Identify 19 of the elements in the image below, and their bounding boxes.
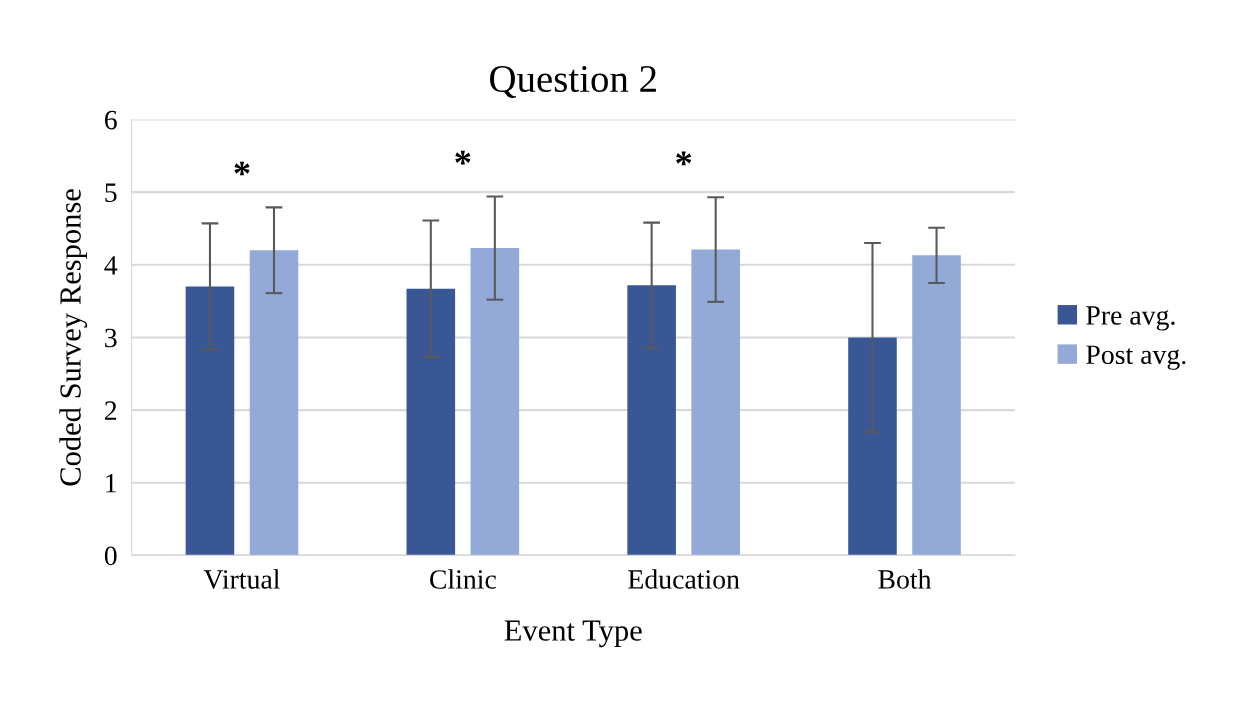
legend-label: Pre avg.: [1086, 306, 1175, 331]
x-tick-label: Education: [628, 569, 740, 589]
x-tick-label: Virtual: [203, 569, 280, 589]
annotation: *: [234, 161, 250, 176]
y-tick-label: 1: [106, 474, 117, 493]
y-tick-label: 3: [105, 328, 117, 348]
annotation: *: [455, 150, 471, 165]
y-axis-title: Coded Survey Response: [59, 189, 88, 486]
x-axis-title: Event Type: [504, 620, 642, 648]
y-tick-label: 6: [104, 110, 117, 130]
legend-label: Post avg.: [1086, 345, 1186, 370]
y-tick-label: 0: [104, 546, 117, 566]
x-tick-label: Clinic: [430, 569, 496, 589]
annotation: *: [676, 151, 692, 166]
y-tick-label: 2: [105, 401, 117, 420]
y-tick-label: 4: [104, 256, 118, 275]
x-tick-label: Both: [878, 569, 932, 589]
chart-title: Question 2: [490, 65, 656, 99]
y-tick-label: 5: [105, 183, 117, 203]
